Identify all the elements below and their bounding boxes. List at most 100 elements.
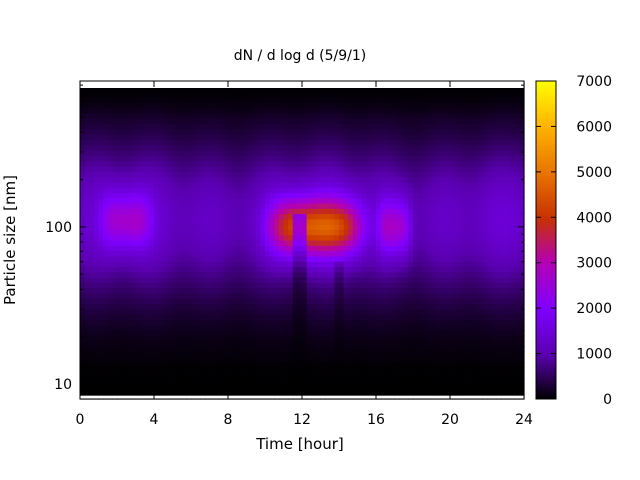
heatmap-cell <box>200 298 206 305</box>
heatmap-cell <box>274 303 280 310</box>
heatmap-cell <box>269 149 275 156</box>
heatmap-cell <box>292 118 298 124</box>
heatmap-cell <box>246 96 252 103</box>
heatmap-cell <box>454 282 460 289</box>
heatmap-cell <box>204 208 211 215</box>
heatmap-cell <box>436 155 442 162</box>
heatmap-cell <box>403 266 409 273</box>
heatmap-cell <box>376 171 382 177</box>
heatmap-cell <box>292 245 298 252</box>
heatmap-cell <box>172 213 178 220</box>
heatmap-cell <box>315 319 322 326</box>
heatmap-cell <box>163 298 169 305</box>
heatmap-cell <box>288 245 294 252</box>
heatmap-cell <box>103 319 109 326</box>
heatmap-cell <box>380 324 386 331</box>
heatmap-cell <box>200 171 206 177</box>
heatmap-cell <box>195 340 201 347</box>
heatmap-cell <box>158 293 164 299</box>
heatmap-cell <box>181 107 187 114</box>
heatmap-cell <box>278 128 285 135</box>
heatmap-cell <box>265 176 271 183</box>
heatmap-cell <box>376 202 382 209</box>
heatmap-cell <box>440 102 446 109</box>
heatmap-cell <box>306 250 312 257</box>
heatmap-cell <box>214 361 220 368</box>
heatmap-cell <box>274 372 280 379</box>
heatmap-cell <box>98 346 104 352</box>
heatmap-cell <box>288 293 294 299</box>
heatmap-cell <box>348 282 354 289</box>
heatmap-cell <box>84 181 90 188</box>
heatmap-cell <box>306 181 312 188</box>
heatmap-cell <box>265 86 271 93</box>
heatmap-cell <box>237 361 243 368</box>
heatmap-cell <box>140 250 146 257</box>
heatmap-cell <box>445 271 451 278</box>
heatmap-cell <box>241 245 248 252</box>
heatmap-cell <box>297 187 303 193</box>
heatmap-cell <box>399 240 405 246</box>
heatmap-cell <box>348 213 354 220</box>
heatmap-cell <box>454 96 460 103</box>
heatmap-cell <box>329 319 335 326</box>
heatmap-cell <box>334 324 340 331</box>
heatmap-cell <box>80 144 86 151</box>
heatmap-cell <box>195 383 201 389</box>
heatmap-cell <box>237 303 243 310</box>
heatmap-cell <box>380 266 386 273</box>
heatmap-cell <box>163 303 169 310</box>
heatmap-cell <box>135 250 141 257</box>
heatmap-cell <box>436 314 442 321</box>
heatmap-cell <box>149 208 155 215</box>
heatmap-cell <box>107 176 113 183</box>
heatmap-cell <box>292 240 298 246</box>
heatmap-cell <box>371 266 377 273</box>
heatmap-cell <box>315 165 322 172</box>
heatmap-cell <box>394 160 400 167</box>
heatmap-cell <box>251 134 257 140</box>
heatmap-cell <box>348 202 354 209</box>
heatmap-cell <box>274 250 280 257</box>
heatmap-cell <box>265 149 271 156</box>
heatmap-cell <box>204 144 211 151</box>
heatmap-cell <box>274 314 280 321</box>
heatmap-cell <box>320 372 326 379</box>
heatmap-cell <box>320 229 326 236</box>
heatmap-cell <box>376 250 382 257</box>
heatmap-cell <box>445 335 451 342</box>
heatmap-cell <box>306 134 312 140</box>
heatmap-cell <box>450 165 456 172</box>
heatmap-cell <box>352 266 359 273</box>
heatmap-cell <box>329 383 335 389</box>
heatmap-cell <box>135 298 141 305</box>
heatmap-cell <box>408 351 414 358</box>
heatmap-cell <box>343 160 349 167</box>
heatmap-cell <box>403 123 409 130</box>
heatmap-cell <box>107 165 113 172</box>
heatmap-cell <box>292 367 298 374</box>
heatmap-cell <box>121 388 127 395</box>
heatmap-cell <box>306 107 312 114</box>
heatmap-cell <box>440 134 446 140</box>
heatmap-cell <box>265 287 271 294</box>
heatmap-cell <box>228 197 234 204</box>
heatmap-cell <box>246 303 252 310</box>
heatmap-cell <box>408 165 414 172</box>
heatmap-cell <box>130 340 137 347</box>
heatmap-cell <box>352 165 359 172</box>
heatmap-cell <box>445 388 451 395</box>
heatmap-cell <box>228 277 234 283</box>
heatmap-cell <box>385 346 391 352</box>
heatmap-cell <box>371 240 377 246</box>
heatmap-cell <box>158 112 164 119</box>
heatmap-cell <box>371 234 377 241</box>
heatmap-cell <box>371 340 377 347</box>
heatmap-cell <box>283 197 289 204</box>
heatmap-cell <box>389 351 396 358</box>
heatmap-cell <box>450 367 456 374</box>
heatmap-cell <box>167 335 174 342</box>
heatmap-cell <box>228 229 234 236</box>
heatmap-cell <box>265 102 271 109</box>
heatmap-cell <box>126 234 132 241</box>
